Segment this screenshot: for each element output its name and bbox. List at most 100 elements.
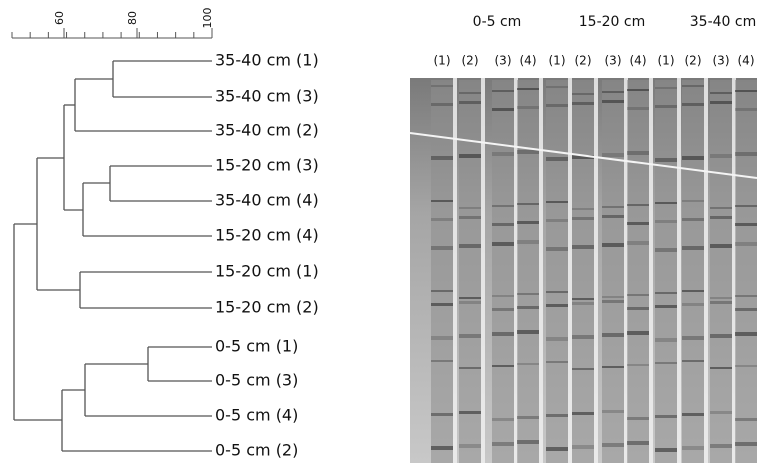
band xyxy=(735,442,757,446)
band xyxy=(682,103,704,106)
lane-label: (2) xyxy=(462,54,479,68)
band xyxy=(431,360,453,362)
band xyxy=(710,297,732,299)
lane-separator xyxy=(649,78,653,463)
band xyxy=(655,87,677,89)
band xyxy=(627,222,649,225)
band xyxy=(735,418,757,421)
band xyxy=(602,296,624,298)
band xyxy=(735,332,757,336)
band xyxy=(517,363,539,365)
band xyxy=(682,218,704,221)
band xyxy=(546,247,568,251)
band xyxy=(572,217,594,220)
band xyxy=(710,92,732,94)
lane-label: (3) xyxy=(713,54,730,68)
lane-label: (4) xyxy=(520,54,537,68)
band xyxy=(517,88,539,90)
band xyxy=(546,414,568,417)
band xyxy=(627,307,649,310)
band xyxy=(546,291,568,293)
band xyxy=(655,158,677,162)
gel-scratch xyxy=(409,132,757,179)
band xyxy=(602,410,624,413)
scale-tick-label: 80 xyxy=(126,11,139,25)
band xyxy=(431,200,453,202)
band xyxy=(492,242,514,246)
band xyxy=(655,415,677,418)
band xyxy=(546,201,568,203)
band xyxy=(492,90,514,92)
band xyxy=(517,330,539,334)
band xyxy=(735,223,757,226)
leaf-label: 35-40 cm (2) xyxy=(215,121,319,140)
band xyxy=(655,362,677,364)
lane-separator xyxy=(453,78,457,463)
group-label: 0-5 cm xyxy=(473,14,522,30)
lane xyxy=(517,80,539,463)
band xyxy=(492,108,514,111)
band xyxy=(627,89,649,91)
band xyxy=(655,248,677,252)
band xyxy=(710,444,732,448)
band xyxy=(517,203,539,205)
band xyxy=(627,441,649,445)
band xyxy=(459,334,481,338)
band xyxy=(655,202,677,204)
band xyxy=(710,367,732,369)
band xyxy=(682,446,704,450)
leaf-label: 15-20 cm (4) xyxy=(215,226,319,245)
band xyxy=(431,336,453,340)
lane-separator xyxy=(568,78,572,463)
lane-separator xyxy=(481,78,485,463)
lane-label: (4) xyxy=(738,54,755,68)
group-label: 35-40 cm xyxy=(690,14,756,30)
lane-label: (1) xyxy=(549,54,566,68)
band xyxy=(735,308,757,311)
band xyxy=(602,243,624,247)
band xyxy=(655,338,677,342)
band xyxy=(517,440,539,444)
band xyxy=(710,334,732,338)
band xyxy=(546,219,568,222)
band xyxy=(492,205,514,207)
scale-tick-label: 60 xyxy=(53,11,66,25)
band xyxy=(459,216,481,219)
band xyxy=(572,155,594,159)
lane-separator xyxy=(539,78,543,463)
lane xyxy=(655,80,677,463)
band xyxy=(492,152,514,156)
band xyxy=(602,366,624,368)
band xyxy=(546,304,568,307)
band xyxy=(682,246,704,250)
band xyxy=(459,367,481,369)
band xyxy=(492,332,514,336)
band xyxy=(710,411,732,414)
band xyxy=(710,216,732,219)
band xyxy=(655,220,677,223)
band xyxy=(572,93,594,95)
band xyxy=(459,297,481,299)
band xyxy=(602,333,624,337)
band xyxy=(459,411,481,414)
band xyxy=(602,153,624,157)
band xyxy=(682,336,704,340)
leaf-label: 0-5 cm (3) xyxy=(215,371,298,390)
band xyxy=(710,244,732,248)
lane-separator xyxy=(704,78,708,463)
band xyxy=(572,302,594,305)
band xyxy=(602,215,624,218)
band xyxy=(517,150,539,154)
leaf-label: 0-5 cm (1) xyxy=(215,337,298,356)
lane xyxy=(431,80,453,463)
leaf-label: 35-40 cm (1) xyxy=(215,51,319,70)
lane-separator xyxy=(624,78,628,463)
band xyxy=(602,100,624,103)
band xyxy=(572,245,594,249)
band xyxy=(735,295,757,297)
band xyxy=(459,92,481,94)
band xyxy=(572,298,594,300)
band xyxy=(572,208,594,210)
band xyxy=(492,442,514,446)
band xyxy=(431,413,453,416)
